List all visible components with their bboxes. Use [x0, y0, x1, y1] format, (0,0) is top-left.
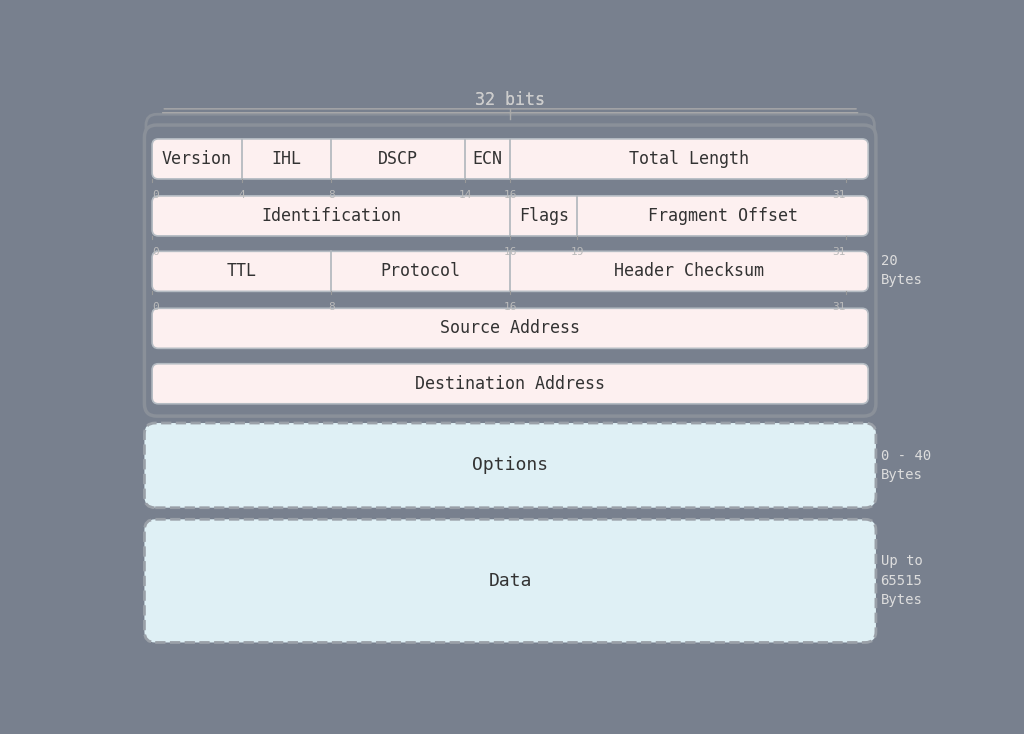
FancyBboxPatch shape [153, 251, 868, 291]
Text: Total Length: Total Length [629, 150, 750, 168]
Text: 20
Bytes: 20 Bytes [881, 254, 923, 287]
Text: DSCP: DSCP [378, 150, 418, 168]
Text: 0: 0 [153, 247, 159, 257]
Text: 0: 0 [153, 189, 159, 200]
Text: 16: 16 [504, 247, 517, 257]
Text: IHL: IHL [271, 150, 301, 168]
Text: 32 bits: 32 bits [475, 92, 545, 109]
Text: 0 - 40
Bytes: 0 - 40 Bytes [881, 448, 931, 482]
FancyBboxPatch shape [144, 519, 876, 642]
FancyBboxPatch shape [153, 364, 868, 404]
Text: 4: 4 [239, 189, 245, 200]
Text: Destination Address: Destination Address [415, 375, 605, 393]
Text: 31: 31 [833, 189, 846, 200]
Text: Source Address: Source Address [440, 319, 581, 338]
Text: 8: 8 [328, 302, 335, 312]
Text: Header Checksum: Header Checksum [614, 262, 764, 280]
FancyBboxPatch shape [144, 125, 876, 416]
Text: Fragment Offset: Fragment Offset [648, 207, 798, 225]
Text: 16: 16 [504, 302, 517, 312]
FancyBboxPatch shape [153, 139, 868, 179]
FancyBboxPatch shape [153, 308, 868, 349]
FancyBboxPatch shape [146, 115, 874, 385]
Text: Version: Version [162, 150, 231, 168]
FancyBboxPatch shape [144, 423, 876, 508]
Text: Data: Data [488, 572, 531, 590]
Text: ECN: ECN [473, 150, 503, 168]
Text: 16: 16 [504, 189, 517, 200]
Text: Options: Options [472, 457, 548, 474]
Text: Protocol: Protocol [381, 262, 461, 280]
Text: 14: 14 [459, 189, 472, 200]
Text: 0: 0 [153, 302, 159, 312]
Text: TTL: TTL [226, 262, 257, 280]
Text: Up to
65515
Bytes: Up to 65515 Bytes [881, 554, 923, 607]
Text: Flags: Flags [519, 207, 568, 225]
Text: 8: 8 [328, 189, 335, 200]
Text: Identification: Identification [261, 207, 401, 225]
Text: 19: 19 [570, 247, 584, 257]
Text: 32 bits: 32 bits [475, 92, 545, 109]
Text: 31: 31 [833, 302, 846, 312]
FancyBboxPatch shape [153, 196, 868, 236]
Text: 31: 31 [833, 247, 846, 257]
